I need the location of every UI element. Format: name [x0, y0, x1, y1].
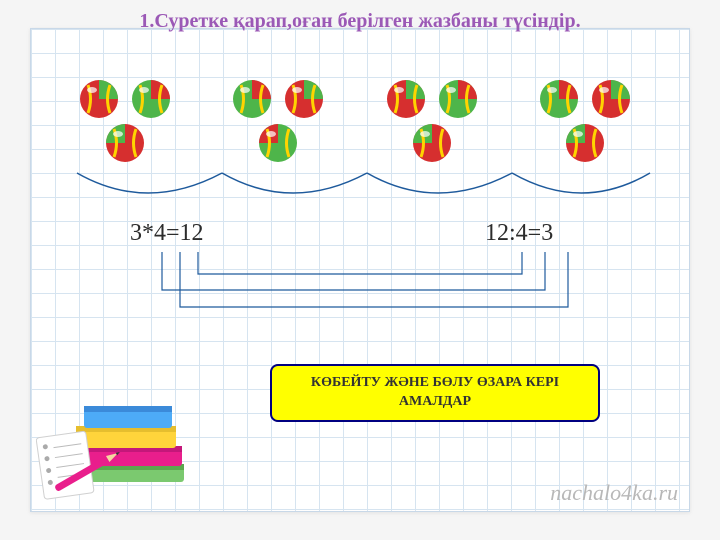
ball-icon: [564, 122, 606, 164]
ball-icon: [257, 122, 299, 164]
ball-icon: [130, 78, 172, 120]
ball-icon: [104, 122, 146, 164]
ball-icon: [385, 78, 427, 120]
answer-box: КӨБЕЙТУ ЖӘНЕ БӨЛУ ӨЗАРА КЕРІ АМАЛДАР: [270, 364, 600, 422]
watermark: nachalo4ka.ru: [550, 480, 678, 506]
ball-icon: [538, 78, 580, 120]
group-arcs: [72, 168, 652, 208]
ball-group: [70, 78, 190, 168]
equation-divide: 12:4=3: [485, 220, 553, 247]
books-icon: [36, 378, 206, 508]
connecting-brackets: [150, 252, 570, 322]
ball-group: [223, 78, 343, 168]
equation-multiply: 3*4=12: [130, 220, 204, 247]
task-title: 1.Суретке қарап,оған берілген жазбаны тү…: [0, 10, 720, 33]
ball-icon: [283, 78, 325, 120]
ball-icon: [437, 78, 479, 120]
ball-groups-row: [70, 78, 650, 168]
ball-icon: [411, 122, 453, 164]
ball-icon: [590, 78, 632, 120]
ball-icon: [231, 78, 273, 120]
ball-icon: [78, 78, 120, 120]
ball-group: [530, 78, 650, 168]
ball-group: [377, 78, 497, 168]
